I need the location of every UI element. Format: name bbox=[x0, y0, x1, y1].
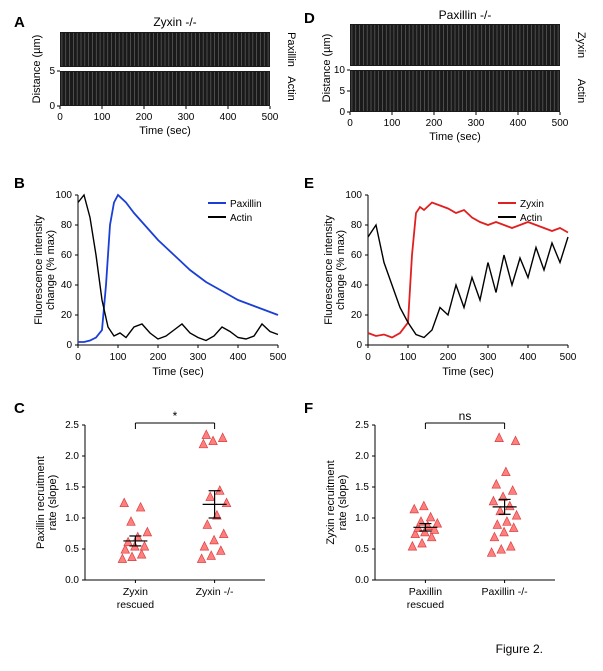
svg-text:5: 5 bbox=[339, 86, 345, 97]
svg-text:0: 0 bbox=[49, 101, 55, 112]
panel-E-svg: 0 20 40 60 80 100 0 100 200 300 400 500 Time (sec) Fl… bbox=[320, 185, 590, 385]
svg-text:rescued: rescued bbox=[407, 599, 445, 611]
svg-text:Time (sec): Time (sec) bbox=[442, 366, 494, 378]
panel-label-D: D bbox=[304, 10, 315, 27]
svg-text:Time (sec): Time (sec) bbox=[139, 125, 191, 137]
svg-text:Distance (µm): Distance (µm) bbox=[321, 34, 333, 103]
svg-text:Fluorescence intensity: Fluorescence intensity bbox=[323, 215, 335, 325]
col-title-right: Paxillin -/- bbox=[350, 8, 580, 22]
svg-text:Actin: Actin bbox=[520, 213, 542, 224]
svg-text:60: 60 bbox=[351, 250, 363, 261]
panel-label-A: A bbox=[14, 14, 25, 31]
svg-text:40: 40 bbox=[61, 280, 73, 291]
svg-text:Time (sec): Time (sec) bbox=[429, 131, 481, 143]
svg-text:change (% max): change (% max) bbox=[45, 230, 57, 310]
svg-text:200: 200 bbox=[150, 352, 167, 363]
svg-text:100: 100 bbox=[384, 118, 401, 129]
svg-text:0.5: 0.5 bbox=[355, 544, 369, 555]
svg-text:200: 200 bbox=[440, 352, 457, 363]
svg-text:80: 80 bbox=[61, 220, 73, 231]
figure-caption: Figure 2. bbox=[496, 642, 543, 656]
svg-text:300: 300 bbox=[480, 352, 497, 363]
svg-text:Zyxin recruitment: Zyxin recruitment bbox=[325, 460, 337, 544]
panel-C-svg: 0.0 0.5 1.0 1.5 2.0 2.5 Paxillin recruitmentra… bbox=[30, 405, 300, 635]
svg-text:2.0: 2.0 bbox=[65, 451, 79, 462]
svg-text:Zyxin -/-: Zyxin -/- bbox=[196, 586, 234, 598]
svg-text:0: 0 bbox=[347, 118, 353, 129]
svg-text:0: 0 bbox=[339, 107, 345, 118]
panel-B-svg: 0 20 40 60 80 100 0 100 200 300 400 500 Time (sec) Fl… bbox=[30, 185, 300, 385]
svg-text:10: 10 bbox=[334, 65, 346, 76]
svg-text:100: 100 bbox=[110, 352, 127, 363]
svg-text:Zyxin: Zyxin bbox=[520, 199, 544, 210]
svg-text:Fluorescence intensity: Fluorescence intensity bbox=[33, 215, 45, 325]
svg-text:Distance (µm): Distance (µm) bbox=[31, 35, 43, 104]
svg-text:0: 0 bbox=[75, 352, 81, 363]
svg-text:Paxillin: Paxillin bbox=[285, 32, 297, 67]
svg-text:2.0: 2.0 bbox=[355, 451, 369, 462]
svg-text:20: 20 bbox=[351, 310, 363, 321]
svg-text:500: 500 bbox=[262, 112, 279, 123]
svg-text:100: 100 bbox=[400, 352, 417, 363]
svg-text:500: 500 bbox=[560, 352, 577, 363]
svg-text:40: 40 bbox=[351, 280, 363, 291]
svg-text:200: 200 bbox=[426, 118, 443, 129]
svg-text:400: 400 bbox=[510, 118, 527, 129]
panel-label-F: F bbox=[304, 400, 313, 417]
panel-A-svg: Paxillin Actin 0 5 Distance (µm) 0 100 200 300 40… bbox=[30, 30, 310, 150]
svg-text:*: * bbox=[173, 409, 178, 423]
svg-text:0.0: 0.0 bbox=[355, 575, 369, 586]
svg-text:ns: ns bbox=[459, 409, 472, 423]
svg-text:0: 0 bbox=[365, 352, 371, 363]
svg-text:400: 400 bbox=[230, 352, 247, 363]
svg-text:500: 500 bbox=[552, 118, 569, 129]
svg-text:0: 0 bbox=[57, 112, 63, 123]
panel-label-E: E bbox=[304, 175, 314, 192]
svg-text:300: 300 bbox=[468, 118, 485, 129]
panel-F-svg: 0.0 0.5 1.0 1.5 2.0 2.5 Zyxin recruitmentrate … bbox=[320, 405, 590, 635]
svg-text:300: 300 bbox=[178, 112, 195, 123]
svg-text:100: 100 bbox=[94, 112, 111, 123]
svg-text:0.0: 0.0 bbox=[65, 575, 79, 586]
svg-text:100: 100 bbox=[345, 190, 362, 201]
svg-text:300: 300 bbox=[190, 352, 207, 363]
svg-text:1.0: 1.0 bbox=[355, 513, 369, 524]
col-title-left: Zyxin -/- bbox=[60, 15, 290, 29]
svg-text:Paxillin: Paxillin bbox=[409, 586, 442, 598]
svg-text:500: 500 bbox=[270, 352, 287, 363]
svg-text:80: 80 bbox=[351, 220, 363, 231]
svg-text:rate (slope): rate (slope) bbox=[47, 475, 59, 531]
svg-text:60: 60 bbox=[61, 250, 73, 261]
svg-text:Time (sec): Time (sec) bbox=[152, 366, 204, 378]
svg-text:Paxillin: Paxillin bbox=[230, 199, 262, 210]
svg-text:1.5: 1.5 bbox=[65, 482, 79, 493]
svg-text:20: 20 bbox=[61, 310, 73, 321]
svg-text:Zyxin: Zyxin bbox=[123, 586, 148, 598]
svg-text:400: 400 bbox=[520, 352, 537, 363]
panel-label-C: C bbox=[14, 400, 25, 417]
svg-text:1.0: 1.0 bbox=[65, 513, 79, 524]
svg-text:100: 100 bbox=[55, 190, 72, 201]
svg-text:2.5: 2.5 bbox=[355, 420, 369, 431]
svg-text:change (% max): change (% max) bbox=[335, 230, 347, 310]
panel-D-svg: Zyxin Actin 0 5 10Distance (µm) 0 100 200 300 400… bbox=[320, 22, 600, 150]
svg-text:rescued: rescued bbox=[117, 599, 155, 611]
svg-text:5: 5 bbox=[49, 66, 55, 77]
svg-text:Actin: Actin bbox=[230, 213, 252, 224]
panel-label-B: B bbox=[14, 175, 25, 192]
svg-text:1.5: 1.5 bbox=[355, 482, 369, 493]
svg-text:Zyxin: Zyxin bbox=[575, 32, 587, 58]
svg-text:Paxillin -/-: Paxillin -/- bbox=[482, 586, 529, 598]
svg-text:200: 200 bbox=[136, 112, 153, 123]
svg-text:0: 0 bbox=[66, 340, 72, 351]
svg-text:0.5: 0.5 bbox=[65, 544, 79, 555]
svg-text:400: 400 bbox=[220, 112, 237, 123]
svg-text:2.5: 2.5 bbox=[65, 420, 79, 431]
svg-text:rate (slope): rate (slope) bbox=[337, 475, 349, 531]
svg-text:Actin: Actin bbox=[575, 79, 587, 103]
figure-root: A D B E C F Zyxin -/- Paxillin -/- Paxil… bbox=[0, 0, 603, 671]
svg-text:0: 0 bbox=[356, 340, 362, 351]
svg-text:Actin: Actin bbox=[285, 76, 297, 100]
svg-text:Paxillin recruitment: Paxillin recruitment bbox=[35, 456, 47, 549]
